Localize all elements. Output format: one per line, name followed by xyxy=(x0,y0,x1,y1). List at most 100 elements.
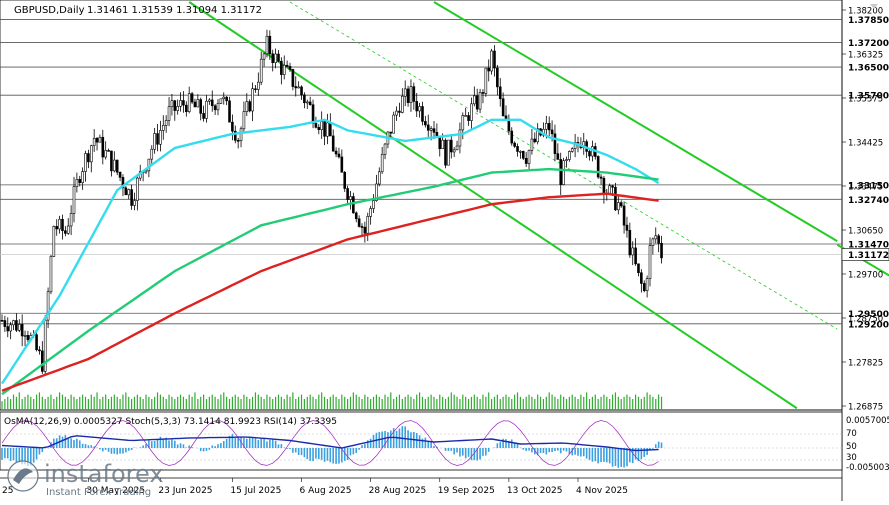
osma-bar xyxy=(211,445,213,448)
volume-bar xyxy=(647,392,648,410)
volume-bar xyxy=(96,392,97,410)
volume-bar xyxy=(462,395,463,410)
candle-body xyxy=(629,230,631,255)
candle-body xyxy=(231,122,233,131)
candle-body xyxy=(266,36,268,54)
osma-bar xyxy=(381,432,383,448)
volume-bar xyxy=(347,399,348,410)
candle-body xyxy=(378,172,380,184)
volume-bar xyxy=(318,395,319,410)
volume-bar xyxy=(511,399,512,410)
candle-body xyxy=(514,143,516,146)
candle-body xyxy=(277,54,279,61)
volume-bar xyxy=(376,395,377,410)
osma-bar xyxy=(315,448,317,459)
osma-bar xyxy=(183,444,185,448)
volume-bar xyxy=(145,395,146,410)
candle-body xyxy=(229,101,231,122)
osma-bar xyxy=(105,448,107,450)
candle-body xyxy=(476,96,478,109)
osma-bar xyxy=(232,434,234,448)
price-tick-label: 1.28750 xyxy=(848,315,883,325)
volume-bar xyxy=(517,392,518,410)
osma-bar xyxy=(623,448,625,467)
osma-bar xyxy=(125,448,127,452)
volume-bar xyxy=(154,397,155,410)
volume-bar xyxy=(569,397,570,410)
candle-body xyxy=(249,102,251,111)
osma-bar xyxy=(597,448,599,463)
volume-bar xyxy=(295,399,296,410)
osma-bar xyxy=(292,448,294,453)
volume-bar xyxy=(39,392,40,410)
candle-body xyxy=(646,279,648,291)
volume-bar xyxy=(128,397,129,410)
osma-bar xyxy=(531,448,533,452)
volume-bar xyxy=(520,397,521,410)
osma-bar xyxy=(471,448,473,460)
volume-bar xyxy=(215,397,216,410)
candle-body xyxy=(568,151,570,159)
candle-body xyxy=(525,158,527,163)
volume-bar xyxy=(1,401,2,410)
candle-body xyxy=(90,146,92,162)
volume-bar xyxy=(382,399,383,410)
osma-bar xyxy=(612,448,614,467)
volume-bar xyxy=(108,399,109,410)
candle-body xyxy=(637,264,639,273)
candle-body xyxy=(67,226,69,233)
volume-bar xyxy=(137,395,138,410)
candle-body xyxy=(560,159,562,184)
candle-body xyxy=(306,102,308,103)
candle-body xyxy=(609,186,611,193)
osma-bar xyxy=(203,448,205,451)
volume-bar xyxy=(252,397,253,410)
volume-bar xyxy=(143,399,144,410)
osma-bar xyxy=(312,448,314,461)
candle-body xyxy=(453,150,455,152)
candle-body xyxy=(491,51,493,71)
date-label: 4 Nov 2025 xyxy=(576,486,628,496)
candle-body xyxy=(424,121,426,125)
volume-bar xyxy=(526,397,527,410)
candle-body xyxy=(620,203,622,206)
volume-bar xyxy=(508,397,509,410)
candle-body xyxy=(56,226,58,229)
volume-bar xyxy=(42,397,43,410)
volume-bar xyxy=(583,397,584,410)
osma-bar xyxy=(609,448,611,463)
candle-body xyxy=(154,134,156,150)
volume-bar xyxy=(85,397,86,410)
osma-bar xyxy=(546,448,548,454)
volume-bar xyxy=(258,395,259,410)
candle-body xyxy=(493,51,495,68)
candle-body xyxy=(398,111,400,112)
volume-bar xyxy=(289,397,290,410)
volume-bar xyxy=(543,399,544,410)
candle-body xyxy=(436,132,438,136)
volume-bar xyxy=(638,397,639,410)
candle-body xyxy=(105,150,107,157)
volume-bar xyxy=(433,397,434,410)
candle-body xyxy=(505,116,507,119)
osma-bar xyxy=(306,448,308,459)
osma-bar xyxy=(364,444,366,448)
candle-body xyxy=(416,101,418,111)
osma-bar xyxy=(655,444,657,448)
candle-body xyxy=(404,89,406,96)
price-level-label: 1.37200 xyxy=(848,39,889,49)
osma-bar xyxy=(574,448,576,455)
price-axis: 1.378501.372001.365001.357001.331501.327… xyxy=(842,7,889,474)
candle-body xyxy=(468,115,470,120)
volume-bar xyxy=(566,399,567,410)
candle-body xyxy=(223,97,225,99)
volume-bar xyxy=(24,397,25,410)
candle-body xyxy=(364,227,366,233)
volume-bar xyxy=(203,395,204,410)
osma-bar xyxy=(543,448,545,453)
osma-bar xyxy=(419,435,421,448)
osma-bar xyxy=(304,448,306,457)
candle-body xyxy=(283,65,285,74)
candle-body xyxy=(551,130,553,134)
volume-bar xyxy=(615,392,616,410)
